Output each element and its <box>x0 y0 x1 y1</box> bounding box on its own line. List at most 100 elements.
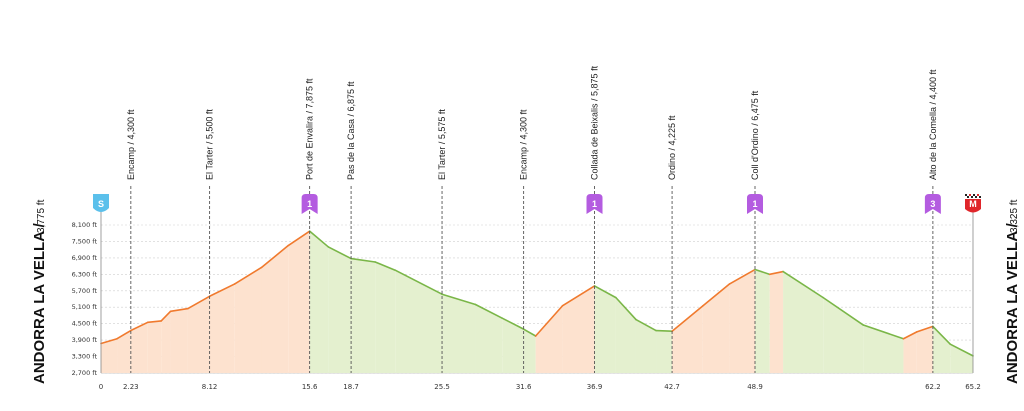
profile-fill-segment <box>823 297 864 373</box>
profile-descent-segment <box>350 257 376 263</box>
profile-climb-segment <box>233 266 263 285</box>
profile-fill-segment <box>615 297 636 373</box>
x-tick-label: 18.7 <box>343 383 359 391</box>
profile-descent-segment <box>862 324 905 340</box>
profile-climb-segment <box>208 283 236 298</box>
waypoint-label: Encamp / 4,300 ft <box>126 109 136 180</box>
profile-fill-segment <box>395 270 443 373</box>
profile-fill-segment <box>535 305 563 373</box>
start-location-label: ANDORRA LA VELLA / <box>31 222 48 384</box>
profile-fill-segment <box>130 322 148 373</box>
badge-label: 1 <box>752 199 757 209</box>
profile-descent-segment <box>593 285 617 299</box>
waypoint-label: Collada de Beixalis / 5,875 ft <box>590 65 600 180</box>
category-badges: S 1 1 1 3 M <box>93 194 981 214</box>
x-tick-label: 36.9 <box>587 383 603 391</box>
badge-shape <box>93 194 109 212</box>
finish-checker <box>965 194 967 196</box>
profile-fill-segment <box>170 308 188 373</box>
profile-fill-segment <box>950 344 973 373</box>
profile-fill-segment <box>656 330 673 373</box>
badge-shape <box>924 194 941 214</box>
profile-climb-segment <box>702 283 731 307</box>
profile-descent-segment <box>441 293 477 306</box>
x-tick-label: 31.6 <box>516 383 532 391</box>
finish-checker <box>979 196 981 198</box>
waypoint-label: El Tarter / 5,500 ft <box>205 109 215 180</box>
profile-fill-segment <box>769 271 784 373</box>
waypoint-label: Ordino / 4,225 ft <box>667 115 677 180</box>
profile-climb-segment <box>534 305 564 337</box>
profile-fills <box>101 231 973 373</box>
profile-climb-segment <box>728 268 756 285</box>
profile-descent-segment <box>374 261 397 272</box>
profile-descent-segment <box>932 325 952 346</box>
y-tick-label: 7,500 ft <box>72 237 98 245</box>
x-axis-ticks: 0 2.23 8.12 15.6 18.7 25.5 31.6 36.9 42.7 48.9 62.… <box>99 383 981 391</box>
climb-category-badge: 3 <box>924 194 941 214</box>
profile-fill-segment <box>523 329 536 373</box>
profile-descent-segment <box>635 318 657 332</box>
waypoint-label: Pas de la Casa / 6,875 ft <box>346 81 356 180</box>
badge-label: S <box>98 199 104 209</box>
x-tick-label: 15.6 <box>302 383 318 391</box>
badge-label: 3 <box>930 199 935 209</box>
x-tick-label: 0 <box>99 383 103 391</box>
profile-climb-segment <box>160 310 172 322</box>
profile-fill-segment <box>351 258 376 373</box>
profile-fill-segment <box>932 326 951 373</box>
profile-climb-segment <box>287 230 311 247</box>
y-tick-label: 6,300 ft <box>72 270 98 278</box>
y-tick-label: 3,900 ft <box>72 336 98 344</box>
profile-descent-segment <box>822 296 865 326</box>
badge-shape <box>586 194 603 214</box>
badge-shape <box>965 199 981 213</box>
profile-fill-segment <box>635 319 657 373</box>
profile-climb-segment <box>260 244 290 269</box>
finish-checker <box>969 194 971 196</box>
profile-fill-segment <box>783 271 824 373</box>
climb-category-badge: 1 <box>586 194 603 214</box>
profile-fill-segment <box>288 231 310 373</box>
waypoint-label: Coll d'Ordino / 6,475 ft <box>750 90 760 180</box>
profile-descent-segment <box>474 303 504 319</box>
profile-fill-segment <box>702 283 730 373</box>
profile-climb-segment <box>169 307 189 313</box>
profile-climb-segment <box>561 285 596 307</box>
finish-checker <box>975 196 977 198</box>
profile-fill-segment <box>261 245 289 373</box>
badge-label: 1 <box>592 199 597 209</box>
finish-checker <box>973 194 975 196</box>
y-tick-label: 5,700 ft <box>72 287 98 295</box>
waypoint-label: Encamp / 4,300 ft <box>519 109 529 180</box>
profile-climb-segment <box>187 295 211 310</box>
x-tick-label: 8.12 <box>202 383 218 391</box>
waypoint-label: Alto de la Comella / 4,400 ft <box>928 69 938 180</box>
badge-shape <box>747 194 763 214</box>
y-tick-label: 3,300 ft <box>72 353 98 361</box>
profile-fill-segment <box>863 325 904 373</box>
profile-descent-segment <box>655 329 673 333</box>
profile-descent-segment <box>782 270 825 299</box>
y-tick-label: 2,700 ft <box>72 369 98 377</box>
profile-fill-segment <box>475 304 503 373</box>
climb-category-badge: 1 <box>301 194 318 214</box>
profile-fill-segment <box>594 285 616 373</box>
x-tick-label: 62.2 <box>925 383 941 391</box>
profile-fill-segment <box>101 338 118 373</box>
profile-line <box>100 230 974 357</box>
badge-shape <box>301 194 318 214</box>
finish-checker <box>967 196 969 198</box>
profile-descent-segment <box>308 230 330 248</box>
profile-fill-segment <box>161 311 171 373</box>
start-altitude-label: 3,775 ft <box>36 199 47 233</box>
start-badge: S <box>93 194 109 212</box>
profile-fill-segment <box>147 320 162 373</box>
profile-fill-segment <box>755 269 770 373</box>
y-tick-label: 4,500 ft <box>72 320 98 328</box>
profile-climb-segment <box>671 305 704 333</box>
profile-climb-segment <box>768 270 784 276</box>
waypoint-label: Port de Envalira / 7,875 ft <box>305 78 315 180</box>
y-tick-label: 8,100 ft <box>72 221 98 229</box>
